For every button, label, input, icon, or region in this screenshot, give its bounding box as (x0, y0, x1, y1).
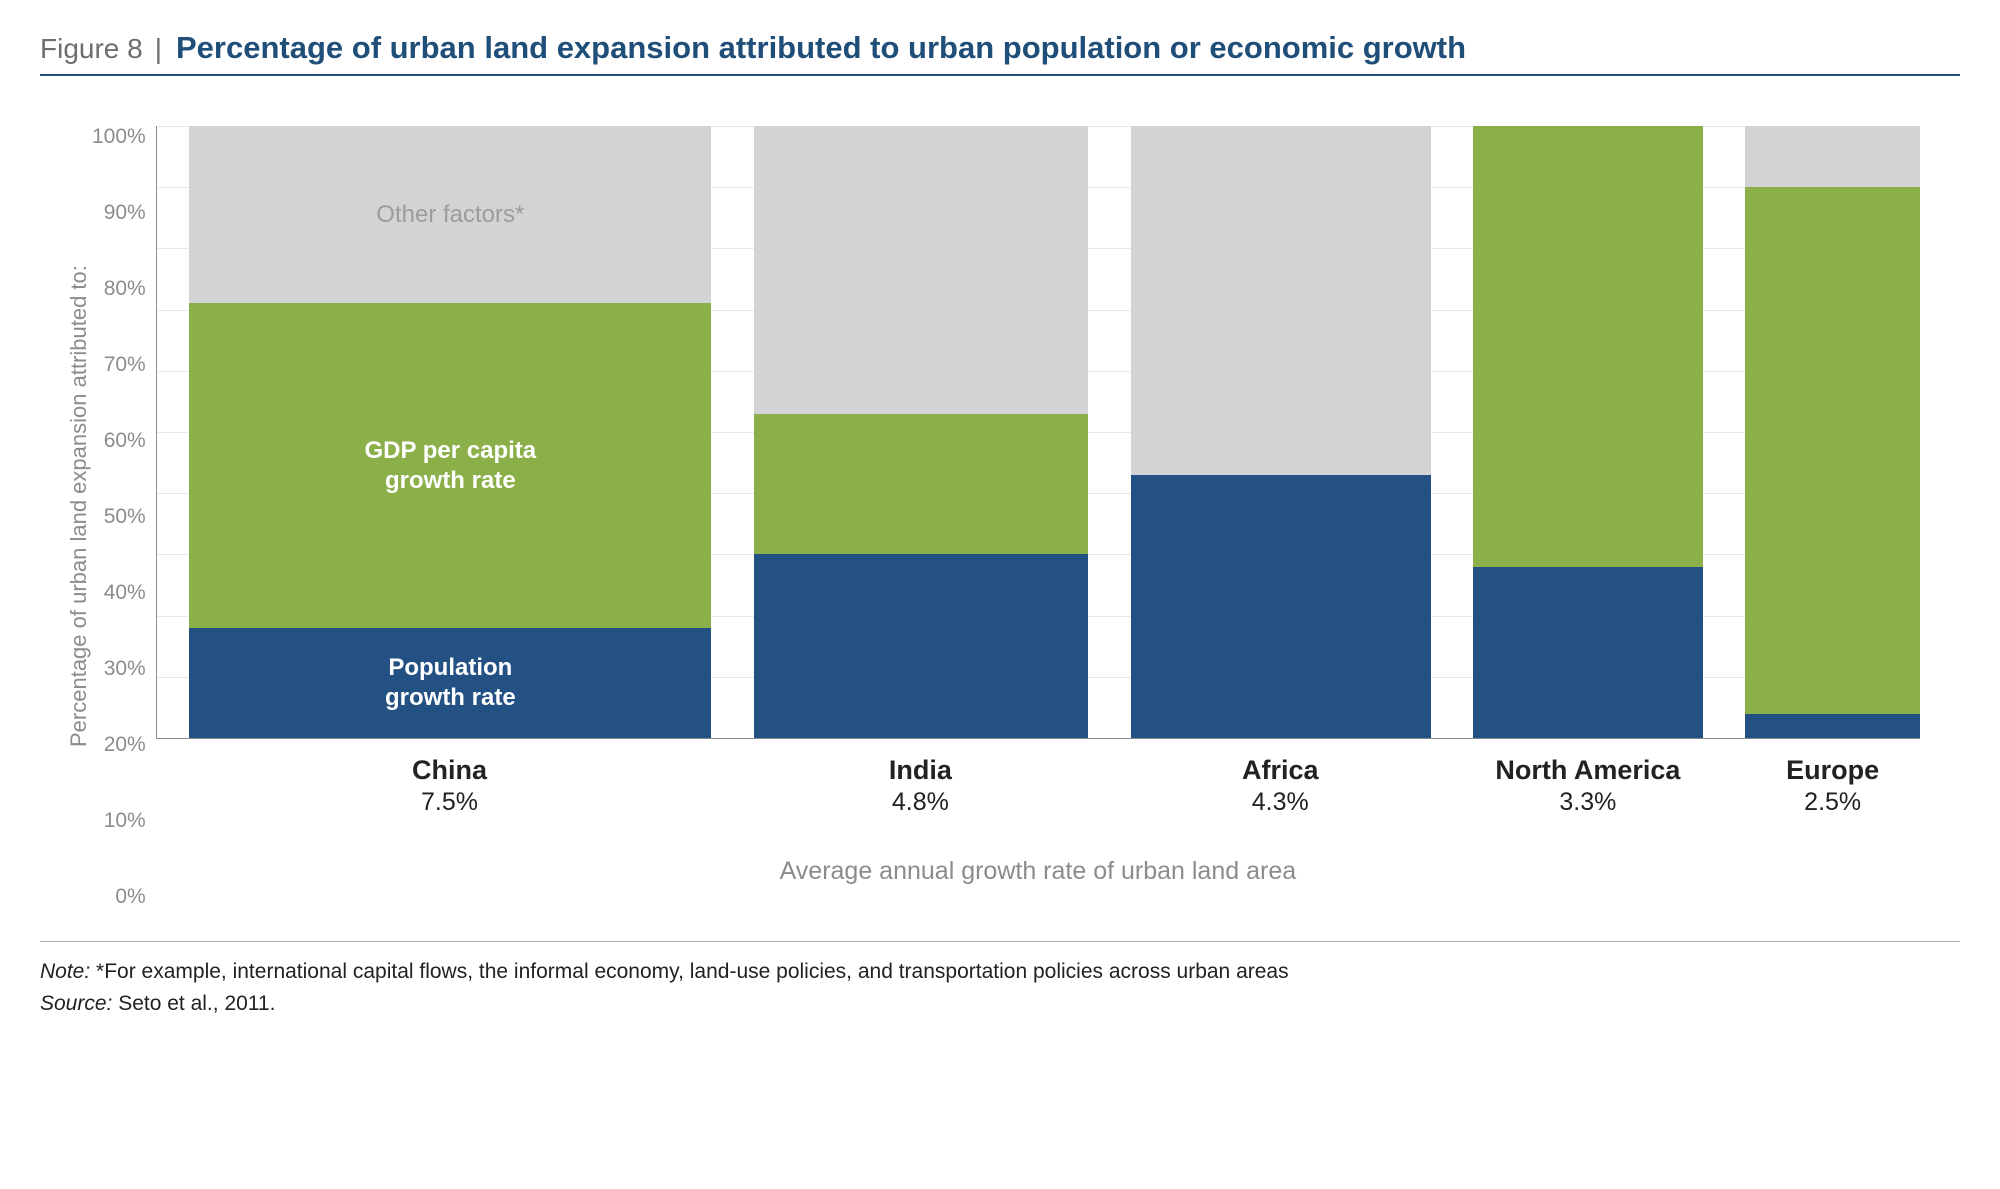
spacer (711, 126, 753, 738)
bars-row: Other factors* GDP per capitagrowth rate P… (157, 126, 1920, 738)
source-text: Seto et al., 2011. (112, 992, 275, 1015)
figure-separator: | (155, 33, 162, 65)
segment-gdp (754, 414, 1088, 555)
spacer (1703, 126, 1745, 738)
category-rate: 3.3% (1473, 788, 1703, 817)
category-name: Africa (1130, 755, 1430, 786)
note-label: Note: (40, 960, 90, 983)
segment-population (1745, 714, 1920, 738)
category-rate: 7.5% (188, 788, 710, 817)
x-label: China7.5% (188, 755, 710, 817)
segment-label-other: Other factors* (376, 200, 524, 230)
spacer (1088, 755, 1130, 817)
figure-title: Percentage of urban land expansion attri… (176, 30, 1466, 66)
spacer (156, 755, 189, 817)
category-rate: 4.3% (1130, 788, 1430, 817)
segment-population (754, 554, 1088, 738)
category-name: India (753, 755, 1088, 786)
bar-india (754, 126, 1088, 738)
figure-header: Figure 8 | Percentage of urban land expa… (40, 30, 1960, 76)
category-name: Europe (1745, 755, 1920, 786)
segment-population: Populationgrowth rate (189, 628, 711, 738)
x-label: Europe2.5% (1745, 755, 1920, 817)
x-axis-labels: China7.5% India4.8% Africa4.3% North Americ… (156, 755, 1920, 817)
segment-gdp (1745, 187, 1920, 713)
spacer (1430, 755, 1472, 817)
bar-africa (1131, 126, 1431, 738)
spacer (1088, 126, 1130, 738)
figure-number: Figure 8 (40, 33, 143, 65)
x-label: Africa4.3% (1130, 755, 1430, 817)
category-name: China (188, 755, 710, 786)
spacer (157, 126, 190, 738)
spacer (1703, 755, 1745, 817)
x-axis-title: Average annual growth rate of urban land… (156, 857, 1920, 886)
bar-europe (1745, 126, 1920, 738)
segment-other (1745, 126, 1920, 187)
segment-population (1131, 475, 1431, 738)
category-rate: 4.8% (753, 788, 1088, 817)
segment-other (754, 126, 1088, 414)
x-label: India4.8% (753, 755, 1088, 817)
segment-gdp: GDP per capitagrowth rate (189, 303, 711, 627)
note-text: *For example, international capital flow… (90, 960, 1288, 983)
bar-china: Other factors* GDP per capitagrowth rate P… (189, 126, 711, 738)
plot-area: Other factors* GDP per capitagrowth rate P… (156, 126, 1920, 739)
segment-gdp (1473, 126, 1703, 567)
chart: Percentage of urban land expansion attri… (60, 126, 1920, 886)
segment-label-population: Populationgrowth rate (385, 653, 516, 713)
source-label: Source: (40, 992, 112, 1015)
segment-other (1131, 126, 1431, 475)
y-axis-ticks: 100%90%80%70%60%50%40%30%20%10%0% (92, 126, 156, 886)
category-name: North America (1473, 755, 1703, 786)
y-axis-label: Percentage of urban land expansion attri… (60, 126, 92, 886)
spacer (711, 755, 753, 817)
segment-population (1473, 567, 1703, 738)
category-rate: 2.5% (1745, 788, 1920, 817)
segment-label-gdp: GDP per capitagrowth rate (365, 436, 537, 496)
spacer (1431, 126, 1473, 738)
bar-north-america (1473, 126, 1703, 738)
x-label: North America3.3% (1473, 755, 1703, 817)
segment-other: Other factors* (189, 126, 711, 303)
figure-footer: Note: *For example, international capita… (40, 941, 1960, 1019)
